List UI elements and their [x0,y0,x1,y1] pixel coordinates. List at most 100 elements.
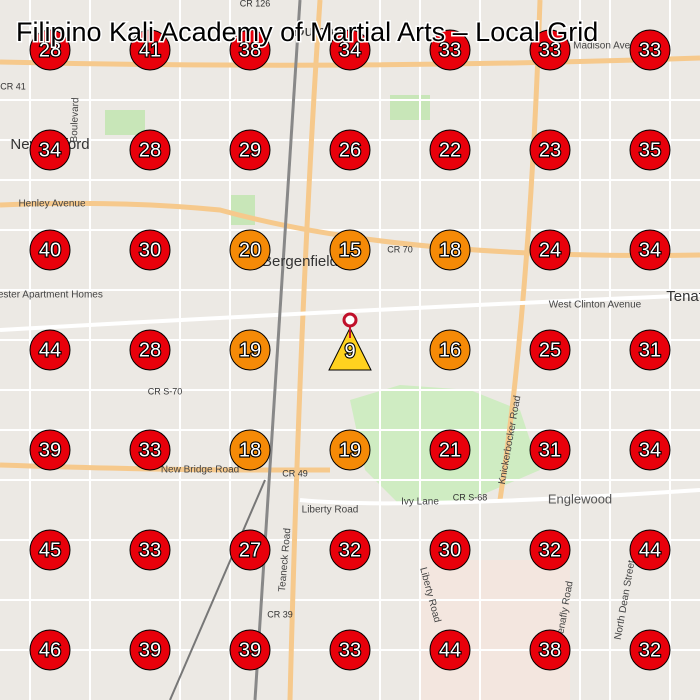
rank-marker [129,329,171,371]
rank-label: 34 [339,39,361,61]
rank-marker [229,129,271,171]
rank-marker [529,529,571,571]
rank-marker [129,429,171,471]
rank-label: 30 [439,539,461,561]
road-shield: CR 70 [387,244,413,254]
road-shield: CR 49 [282,468,308,478]
rank-label: 45 [39,539,61,561]
rank-marker [429,29,471,71]
rank-marker [629,29,671,71]
rank-label: 30 [139,239,161,261]
road-label: Henley Avenue [18,199,86,210]
rank-marker [329,629,371,671]
rank-marker [29,529,71,571]
place-label: Tenafly [666,288,700,305]
rank-marker [529,429,571,471]
rank-label: 32 [639,639,661,661]
rank-marker [329,129,371,171]
rank-marker [429,429,471,471]
rank-marker [129,129,171,171]
rank-marker [529,329,571,371]
rank-marker [529,629,571,671]
rank-label: 29 [239,139,261,161]
rank-label: 26 [339,139,361,161]
rank-marker [29,129,71,171]
rank-label: 31 [539,439,561,461]
rank-label: 32 [339,539,361,561]
rank-label: 32 [539,539,561,561]
rank-label: 20 [239,239,261,261]
rank-marker [429,529,471,571]
rank-marker [629,429,671,471]
rank-marker [329,529,371,571]
road-shield: CR 39 [267,609,293,619]
rank-marker [529,229,571,271]
road-shield: CR S-70 [148,386,183,396]
rank-label: 39 [239,639,261,661]
rank-label: 27 [239,539,261,561]
place-label: Bergenfield [262,253,338,270]
road-shield: CR 126 [240,0,271,8]
rank-label: 33 [639,39,661,61]
rank-marker [29,29,71,71]
rank-label: 44 [639,539,661,561]
rank-marker [29,429,71,471]
rank-marker [329,429,371,471]
rank-label: 28 [139,339,161,361]
rank-marker [129,29,171,71]
rank-marker [129,229,171,271]
rank-label: 31 [639,339,661,361]
road-label: New Bridge Road [161,465,239,476]
rank-marker [229,629,271,671]
commercial-area [420,560,570,700]
rank-marker [529,129,571,171]
rank-label: 23 [539,139,561,161]
rank-marker [329,229,371,271]
place-label: Englewood [548,491,612,506]
rank-marker [29,629,71,671]
rank-label: 46 [39,639,61,661]
rank-marker [229,329,271,371]
road-label: Madison Avenue [573,41,647,52]
railway [169,479,266,700]
road-label: West Clinton Avenue [549,300,642,311]
rank-label: 18 [239,439,261,461]
title: Filipino Kali Academy of Martial Arts – … [16,17,598,47]
rank-label: 34 [639,439,661,461]
rank-label: 19 [339,439,361,461]
rank-marker [629,329,671,371]
rank-label: 15 [339,239,361,261]
rank-label: 16 [439,339,461,361]
park [390,95,430,120]
railway [253,0,302,700]
rank-label: 44 [39,339,61,361]
rank-label: 33 [139,439,161,461]
rank-marker [229,429,271,471]
rank-label: 33 [139,539,161,561]
rank-label: 33 [439,39,461,61]
rank-marker [328,326,372,371]
rank-marker [129,529,171,571]
rank-label: 41 [139,39,161,61]
rank-label: 19 [239,339,261,361]
rank-marker [229,29,271,71]
road-shield: CR 41 [0,81,26,91]
rank-label: 28 [39,39,61,61]
road-label: Ivy Lane [401,497,439,508]
rank-marker [429,329,471,371]
rank-marker [429,629,471,671]
rank-label: 39 [39,439,61,461]
rank-grid: 28 41 38 34 33 33 33 34 28 29 26 22 23 35 40 30 20 15 18 24… [29,29,671,671]
rank-marker [629,129,671,171]
rank-label: 35 [639,139,661,161]
roads [0,293,700,506]
rank-label: 18 [439,239,461,261]
rank-marker [229,529,271,571]
rank-label: 38 [539,639,561,661]
rank-label: 39 [139,639,161,661]
rank-marker [29,329,71,371]
place-label: Dumont [294,23,347,40]
rank-label: 24 [539,239,561,261]
rank-marker [629,529,671,571]
